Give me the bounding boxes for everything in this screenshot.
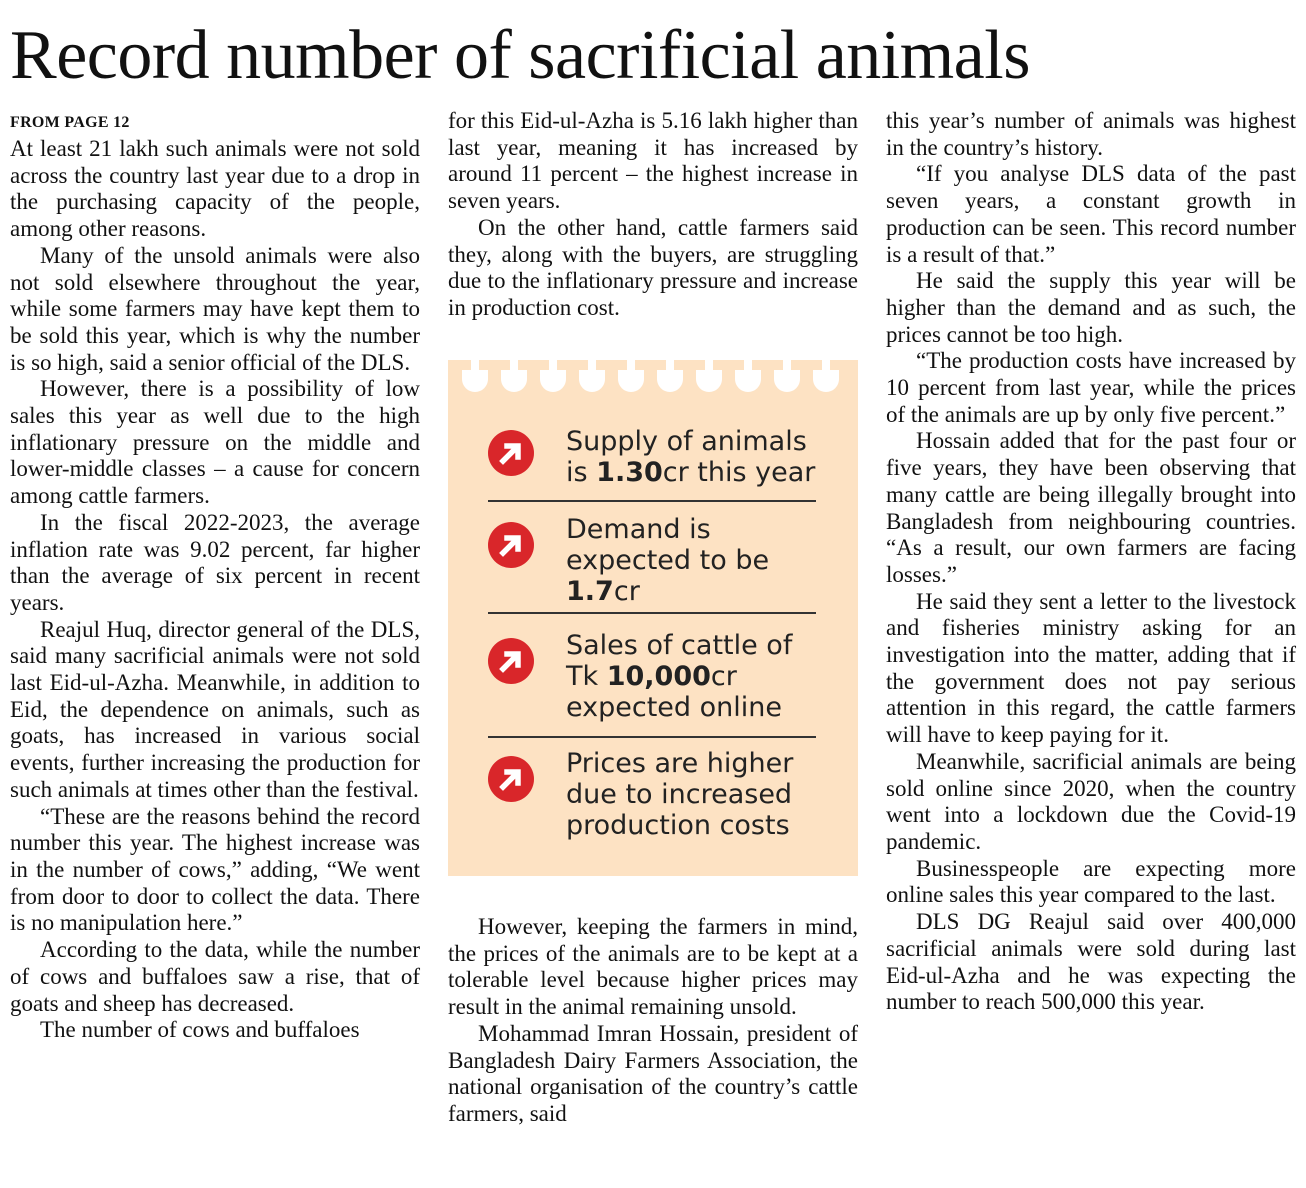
fact-text-pre: Demand is expected to be [566, 514, 770, 576]
fact-value: 1.30 [596, 457, 663, 488]
paragraph: Many of the unsold animals were also not… [10, 242, 420, 375]
fact-text-post: cr [613, 576, 640, 607]
paragraph: “If you analyse DLS data of the past sev… [886, 161, 1296, 267]
paragraph: The number of cows and buffaloes [40, 1017, 360, 1043]
infobox: Supply of animals is 1.30cr this year De… [448, 356, 858, 876]
column-3: this year’s number of animals was highes… [886, 108, 1296, 1016]
paragraph: However, keeping the farmers in mind, th… [448, 914, 858, 1020]
notepad-hole [735, 356, 761, 392]
notepad-hole [618, 356, 644, 392]
paragraph: According to the data, while the number … [10, 937, 420, 1016]
fact-text: Sales of cattle of Tk 10,000cr expected … [566, 630, 826, 723]
arrow-circle-icon [488, 756, 534, 802]
divider [488, 736, 816, 738]
fact-text-pre: Prices are higher due to increased produ… [566, 748, 794, 841]
column-2-top: for this Eid-ul-Azha is 5.16 lakh higher… [448, 108, 858, 322]
fact-text-post: cr this year [662, 457, 816, 488]
fact-text-pre: Supply of animals is [566, 426, 807, 488]
divider [488, 500, 816, 502]
fact-value: 1.7 [566, 576, 614, 607]
fact-text-pre: Sales of cattle of Tk [566, 630, 793, 692]
notepad-hole [501, 356, 527, 392]
paragraph: Mohammad Imran Hossain, president of Ban… [448, 1020, 858, 1126]
arrow-circle-icon [488, 430, 534, 476]
notepad-hole [657, 356, 683, 392]
paragraph: In the fiscal 2022-2023, the average inf… [10, 509, 420, 615]
column-2-bottom: However, keeping the farmers in mind, th… [448, 914, 858, 1128]
paragraph: Hossain added that for the past four or … [886, 428, 1296, 587]
paragraph: Meanwhile, sacrificial animals are being… [886, 748, 1296, 854]
headline: Record number of sacrificial animals [10, 17, 1030, 94]
paragraph: “The production costs have increased by … [886, 348, 1296, 427]
paragraph: He said they sent a letter to the livest… [886, 588, 1296, 748]
paragraph: DLS DG Reajul said over 400,000 sacrific… [886, 909, 1296, 1015]
notepad-hole [774, 356, 800, 392]
paragraph: Businesspeople are expecting more online… [886, 855, 1296, 908]
notepad-hole [540, 356, 566, 392]
paragraph: for this Eid-ul-Azha is 5.16 lakh higher… [448, 108, 858, 214]
notepad-holes [462, 356, 844, 400]
paragraph: Reajul Huq, director general of the DLS,… [10, 616, 420, 802]
paragraph: At least 21 lakh such animals were not s… [10, 136, 420, 242]
fact-value: 10,000 [606, 661, 711, 692]
arrow-circle-icon [488, 522, 534, 568]
divider [488, 612, 816, 614]
arrow-circle-icon [488, 638, 534, 684]
fact-text: Supply of animals is 1.30cr this year [566, 426, 826, 488]
notepad-hole [462, 356, 488, 392]
fact-text: Demand is expected to be 1.7cr [566, 514, 826, 607]
notepad-hole [579, 356, 605, 392]
paragraph: this year’s number of animals was highes… [886, 108, 1296, 160]
notepad-hole [813, 356, 839, 392]
column-1: FROM PAGE 12 At least 21 lakh such anima… [10, 112, 420, 1044]
fact-text-post: cr expected online [566, 661, 782, 723]
paragraph: However, there is a possibility of low s… [10, 376, 420, 509]
paragraph: He said the supply this year will be hig… [886, 268, 1296, 347]
paragraph: On the other hand, cattle farmers said t… [448, 214, 858, 320]
fact-text: Prices are higher due to increased produ… [566, 748, 826, 841]
kicker: FROM PAGE 12 [10, 114, 130, 131]
notepad-hole [696, 356, 722, 392]
paragraph: “These are the reasons behind the record… [10, 803, 420, 936]
